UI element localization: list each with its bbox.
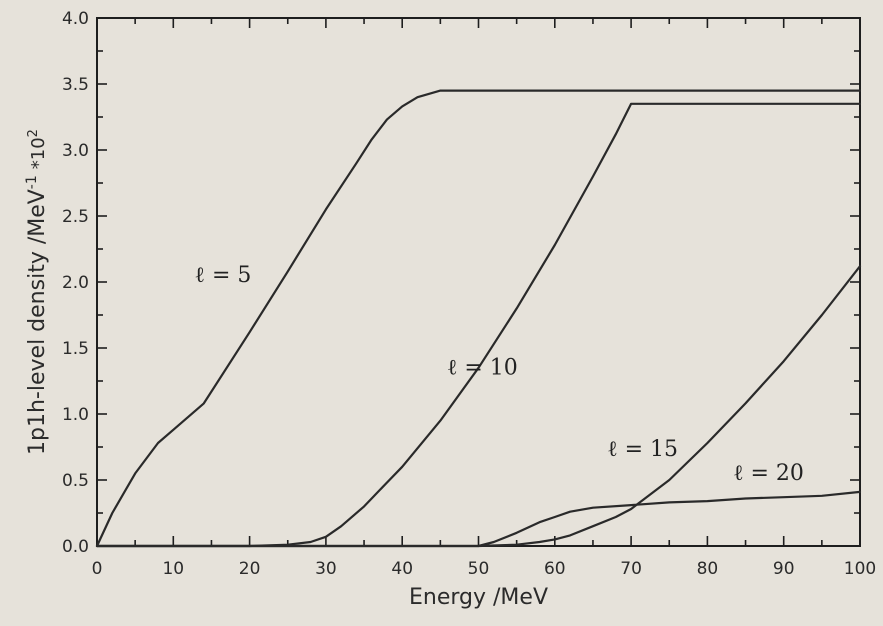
y-tick-label: 1.5 [62, 339, 89, 359]
y-axis-label-group: 1p1h-level density /MeV-1 *102 [24, 129, 50, 455]
y-axis-label-text: 1p1h-level density /MeV [25, 189, 50, 455]
y-tick-label: 0.5 [62, 471, 89, 491]
series-line-3 [95, 265, 862, 548]
axis-ticks [96, 17, 861, 547]
curve-label-4: ℓ = 20 [733, 461, 804, 486]
y-tick-label: 3.0 [62, 141, 89, 161]
x-tick-label: 80 [697, 559, 719, 579]
curve-label-1: ℓ = 5 [194, 263, 251, 288]
x-tick-label: 100 [844, 559, 876, 579]
x-tick-label: 20 [239, 559, 261, 579]
series-line-2 [95, 102, 862, 548]
series-layer [95, 89, 862, 548]
y-tick-label: 0.0 [62, 537, 89, 557]
y-multiplier-superscript: 2 [26, 129, 41, 137]
y-axis-label-superscript: -1 [24, 175, 40, 189]
x-tick-label: 50 [468, 559, 490, 579]
x-tick-label: 90 [773, 559, 795, 579]
y-axis-label: 1p1h-level density /MeV-1 *102 [24, 129, 50, 455]
x-axis-label: Energy /MeV [409, 585, 548, 610]
series-line-1 [95, 89, 862, 548]
y-tick-label: 3.5 [62, 75, 89, 95]
x-tick-label: 60 [544, 559, 566, 579]
y-multiplier-text: *10 [28, 137, 49, 169]
y-tick-label: 1.0 [62, 405, 89, 425]
y-tick-label: 2.0 [62, 273, 89, 293]
series-line-4 [95, 490, 862, 548]
x-tick-label: 30 [315, 559, 337, 579]
curve-label-3: ℓ = 15 [607, 437, 678, 462]
y-tick-label: 2.5 [62, 207, 89, 227]
x-tick-label: 40 [391, 559, 413, 579]
x-tick-label: 70 [620, 559, 642, 579]
tick-labels: 0 10 20 30 40 50 60 70 80 90 100 0.0 0.5 1.0 1.5 2.0 2.5… [62, 9, 876, 579]
y-tick-label: 4.0 [62, 9, 89, 29]
x-tick-label: 10 [162, 559, 184, 579]
curve-labels: ℓ = 5 ℓ = 10 ℓ = 15 ℓ = 20 [194, 263, 804, 486]
curve-label-2: ℓ = 10 [447, 355, 518, 380]
x-tick-label: 0 [92, 559, 103, 579]
